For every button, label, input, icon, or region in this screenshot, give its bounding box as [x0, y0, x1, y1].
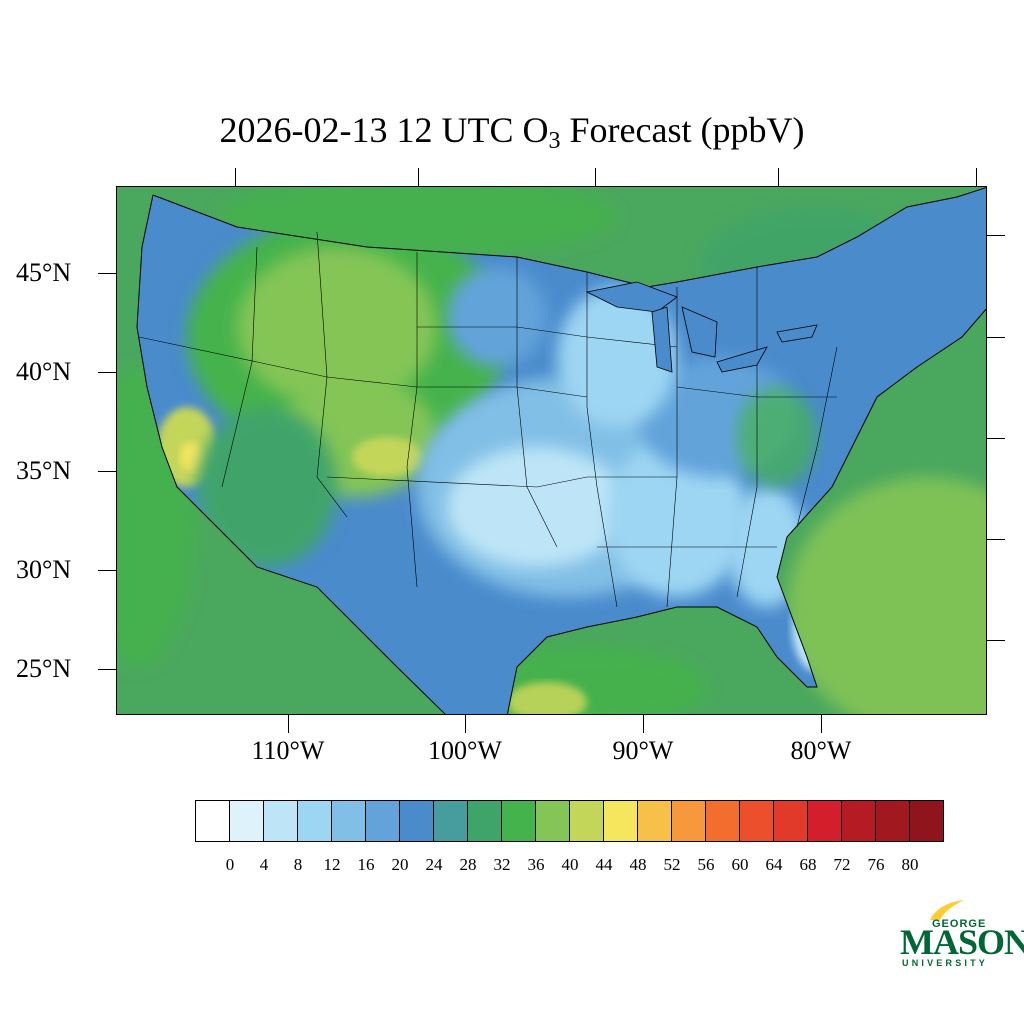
colorbar-cell: [331, 800, 366, 842]
colorbar-label: 40: [561, 855, 579, 874]
colorbar-label: 8: [293, 855, 303, 874]
map-canvas: [117, 187, 986, 714]
longitude-label: 110°W: [251, 736, 325, 765]
colorbar-label: 28: [459, 855, 477, 874]
left-tick: [98, 471, 116, 472]
top-tick: [418, 168, 419, 186]
colorbar-cell: [603, 800, 638, 842]
logo-mason: MASON: [900, 922, 1024, 962]
top-tick: [595, 168, 596, 186]
bottom-tick: [821, 715, 822, 733]
top-tick: [976, 168, 977, 186]
colorbar-cell: [909, 800, 944, 842]
colorbar-cell: [297, 800, 332, 842]
colorbar-label: 72: [833, 855, 851, 874]
bottom-tick: [288, 715, 289, 733]
colorbar-label: 68: [799, 855, 817, 874]
left-tick: [98, 273, 116, 274]
colorbar-cell: [365, 800, 400, 842]
colorbar-cell: [773, 800, 808, 842]
colorbar-cell: [501, 800, 536, 842]
colorbar-label: 20: [391, 855, 409, 874]
top-tick: [778, 168, 779, 186]
left-tick: [98, 372, 116, 373]
colorbar-cell: [569, 800, 604, 842]
colorbar-cell: [263, 800, 298, 842]
right-tick: [987, 235, 1005, 236]
colorbar-cell: [807, 800, 842, 842]
top-tick: [235, 168, 236, 186]
ozone-map[interactable]: [116, 186, 987, 715]
latitude-label: 35°N: [16, 456, 72, 485]
latitude-label: 30°N: [16, 555, 72, 584]
longitude-label: 100°W: [428, 736, 502, 765]
coastline: [136, 187, 986, 714]
colorbar-label: 4: [259, 855, 269, 874]
colorbar-cell: [467, 800, 502, 842]
colorbar-label: 80: [901, 855, 919, 874]
bottom-tick: [643, 715, 644, 733]
colorbar-label: 16: [357, 855, 375, 874]
right-tick: [987, 539, 1005, 540]
left-tick: [98, 669, 116, 670]
colorbar-label: 24: [425, 855, 443, 874]
atlantic-high-zone: [787, 477, 986, 714]
colorbar-label: 52: [663, 855, 681, 874]
colorbar-cell: [671, 800, 706, 842]
colorbar-label: 36: [527, 855, 545, 874]
colorbar-cell: [399, 800, 434, 842]
logo-george: GEORGE: [932, 918, 987, 930]
right-tick: [987, 640, 1005, 641]
colorbar-label: 76: [867, 855, 885, 874]
right-tick: [987, 337, 1005, 338]
colorbar-cell: [739, 800, 774, 842]
colorbar-label: 32: [493, 855, 511, 874]
colorbar-label: 64: [765, 855, 783, 874]
longitude-label: 90°W: [612, 736, 674, 765]
right-tick: [987, 438, 1005, 439]
colorbar: [195, 800, 944, 842]
colorbar-cell: [841, 800, 876, 842]
colorbar-label: 48: [629, 855, 647, 874]
colorbar-label: 56: [697, 855, 715, 874]
chart-title: 2026-02-13 12 UTC O3 Forecast (ppbV): [219, 110, 805, 154]
bottom-tick: [465, 715, 466, 733]
left-tick: [98, 570, 116, 571]
gmu-logo: GEORGE MASON UNIVERSITY: [896, 898, 1024, 970]
colorbar-label: 12: [323, 855, 341, 874]
flame-icon: [930, 900, 964, 920]
latitude-label: 25°N: [16, 654, 72, 683]
colorbar-cell: [195, 800, 230, 842]
colorbar-cell: [875, 800, 910, 842]
colorbar-label: 60: [731, 855, 749, 874]
latitude-label: 40°N: [16, 357, 72, 386]
longitude-label: 80°W: [790, 736, 852, 765]
colorbar-cell: [433, 800, 468, 842]
latitude-label: 45°N: [16, 258, 72, 287]
logo-university: UNIVERSITY: [902, 958, 989, 968]
colorbar-cell: [637, 800, 672, 842]
colorbar-label: 44: [595, 855, 613, 874]
great-lakes: [585, 281, 818, 373]
colorbar-cell: [535, 800, 570, 842]
colorbar-cell: [705, 800, 740, 842]
gulf-high-zone: [507, 682, 587, 714]
colorbar-cell: [229, 800, 264, 842]
state-borders: [138, 231, 838, 608]
colorbar-label: 0: [225, 855, 235, 874]
